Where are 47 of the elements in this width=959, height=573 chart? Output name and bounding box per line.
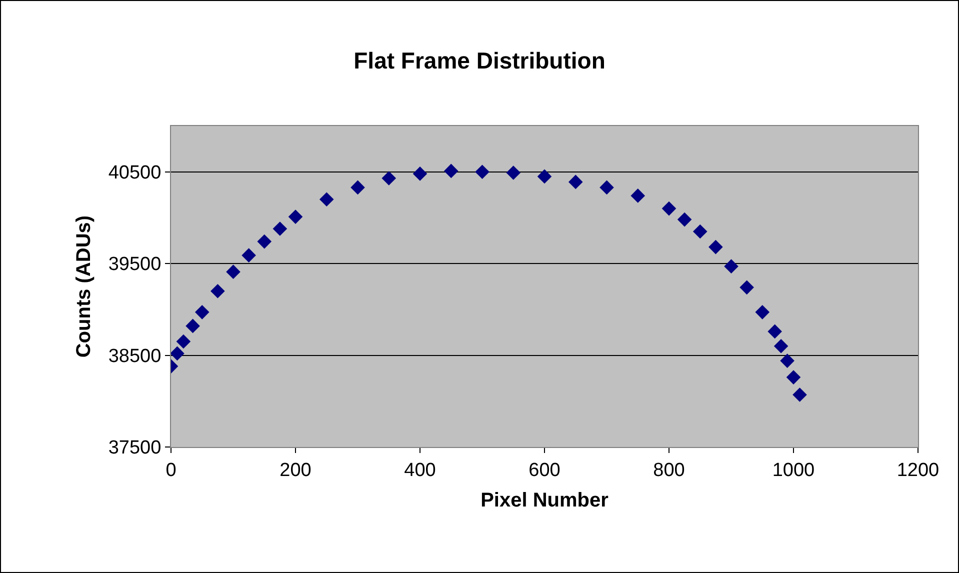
point <box>475 164 490 180</box>
point <box>350 180 365 195</box>
y-tick-label: 39500 <box>108 254 162 276</box>
point <box>662 201 676 216</box>
point <box>600 180 614 195</box>
x-tick-label: 200 <box>280 460 312 481</box>
y-tick-label: 40500 <box>108 162 162 184</box>
y-tick-label: 38500 <box>108 346 162 367</box>
point <box>288 210 303 224</box>
point <box>630 188 646 203</box>
point <box>724 259 738 274</box>
x-tick-label: 1200 <box>896 460 940 481</box>
point <box>171 346 184 361</box>
point <box>186 318 200 334</box>
x-tick-label: 600 <box>528 460 560 481</box>
point <box>568 174 583 190</box>
x-axis-title: Pixel Number <box>480 489 609 512</box>
x-tick-label: 400 <box>404 460 436 481</box>
point <box>537 169 552 184</box>
point <box>780 354 794 368</box>
point <box>257 234 272 249</box>
point <box>176 334 191 349</box>
x-tick-label: 0 <box>166 460 176 481</box>
point <box>506 166 521 180</box>
point <box>382 171 396 186</box>
x-tick-label: 800 <box>653 460 685 481</box>
chart-title: Flat Frame Distribution <box>354 47 606 74</box>
point <box>768 324 782 339</box>
point <box>692 224 708 239</box>
point <box>194 305 210 320</box>
point <box>740 280 754 295</box>
y-tick-label: 37500 <box>108 438 162 459</box>
point <box>242 248 256 262</box>
y-axis-title: Counts (ADUs) <box>72 215 95 358</box>
point <box>226 264 240 279</box>
point <box>444 164 458 178</box>
point <box>792 388 807 402</box>
point <box>272 222 288 236</box>
point <box>210 284 225 298</box>
point <box>677 212 692 227</box>
x-tick-label: 1000 <box>772 460 815 481</box>
point <box>774 338 788 354</box>
point <box>412 166 428 181</box>
point <box>786 370 801 384</box>
point <box>319 192 334 207</box>
point <box>708 240 723 254</box>
point <box>755 305 770 320</box>
